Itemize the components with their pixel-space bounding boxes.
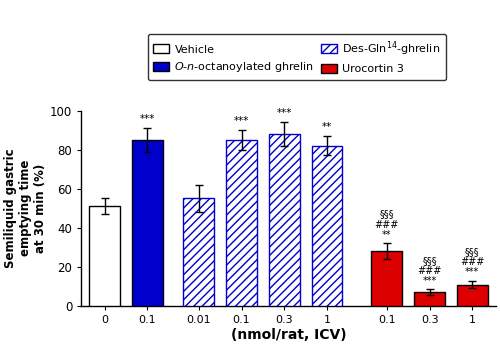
Bar bbox=[457, 284, 488, 306]
Text: §§§
###
***: §§§ ### *** bbox=[418, 256, 442, 286]
Bar bbox=[90, 206, 120, 306]
Bar bbox=[132, 140, 163, 306]
Text: ***: *** bbox=[234, 116, 249, 126]
Y-axis label: Semiliquid gastric
emptying time
at 30 min (%): Semiliquid gastric emptying time at 30 m… bbox=[4, 148, 47, 268]
Bar bbox=[269, 134, 300, 306]
Text: ***: *** bbox=[276, 108, 292, 118]
Bar bbox=[184, 199, 214, 306]
Bar bbox=[312, 146, 342, 306]
Text: §§§
###
***: §§§ ### *** bbox=[460, 247, 484, 277]
Text: **: ** bbox=[322, 122, 332, 132]
Legend: Vehicle, $\it{O}$-$\it{n}$-octanoylated ghrelin, Des-Gln$^{14}$-ghrelin, Urocort: Vehicle, $\it{O}$-$\it{n}$-octanoylated … bbox=[148, 34, 446, 80]
Bar bbox=[414, 292, 445, 306]
Text: §§§
###
**: §§§ ### ** bbox=[374, 210, 399, 239]
Bar bbox=[372, 251, 402, 306]
Bar bbox=[226, 140, 257, 306]
Text: ***: *** bbox=[140, 114, 155, 124]
X-axis label: (nmol/rat, ICV): (nmol/rat, ICV) bbox=[230, 328, 346, 342]
